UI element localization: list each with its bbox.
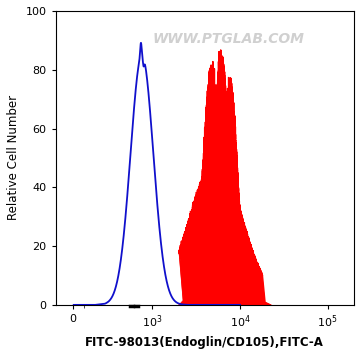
Text: WWW.PTGLAB.COM: WWW.PTGLAB.COM xyxy=(153,32,305,46)
X-axis label: FITC-98013(Endoglin/CD105),FITC-A: FITC-98013(Endoglin/CD105),FITC-A xyxy=(85,336,324,349)
Y-axis label: Relative Cell Number: Relative Cell Number xyxy=(7,95,20,220)
